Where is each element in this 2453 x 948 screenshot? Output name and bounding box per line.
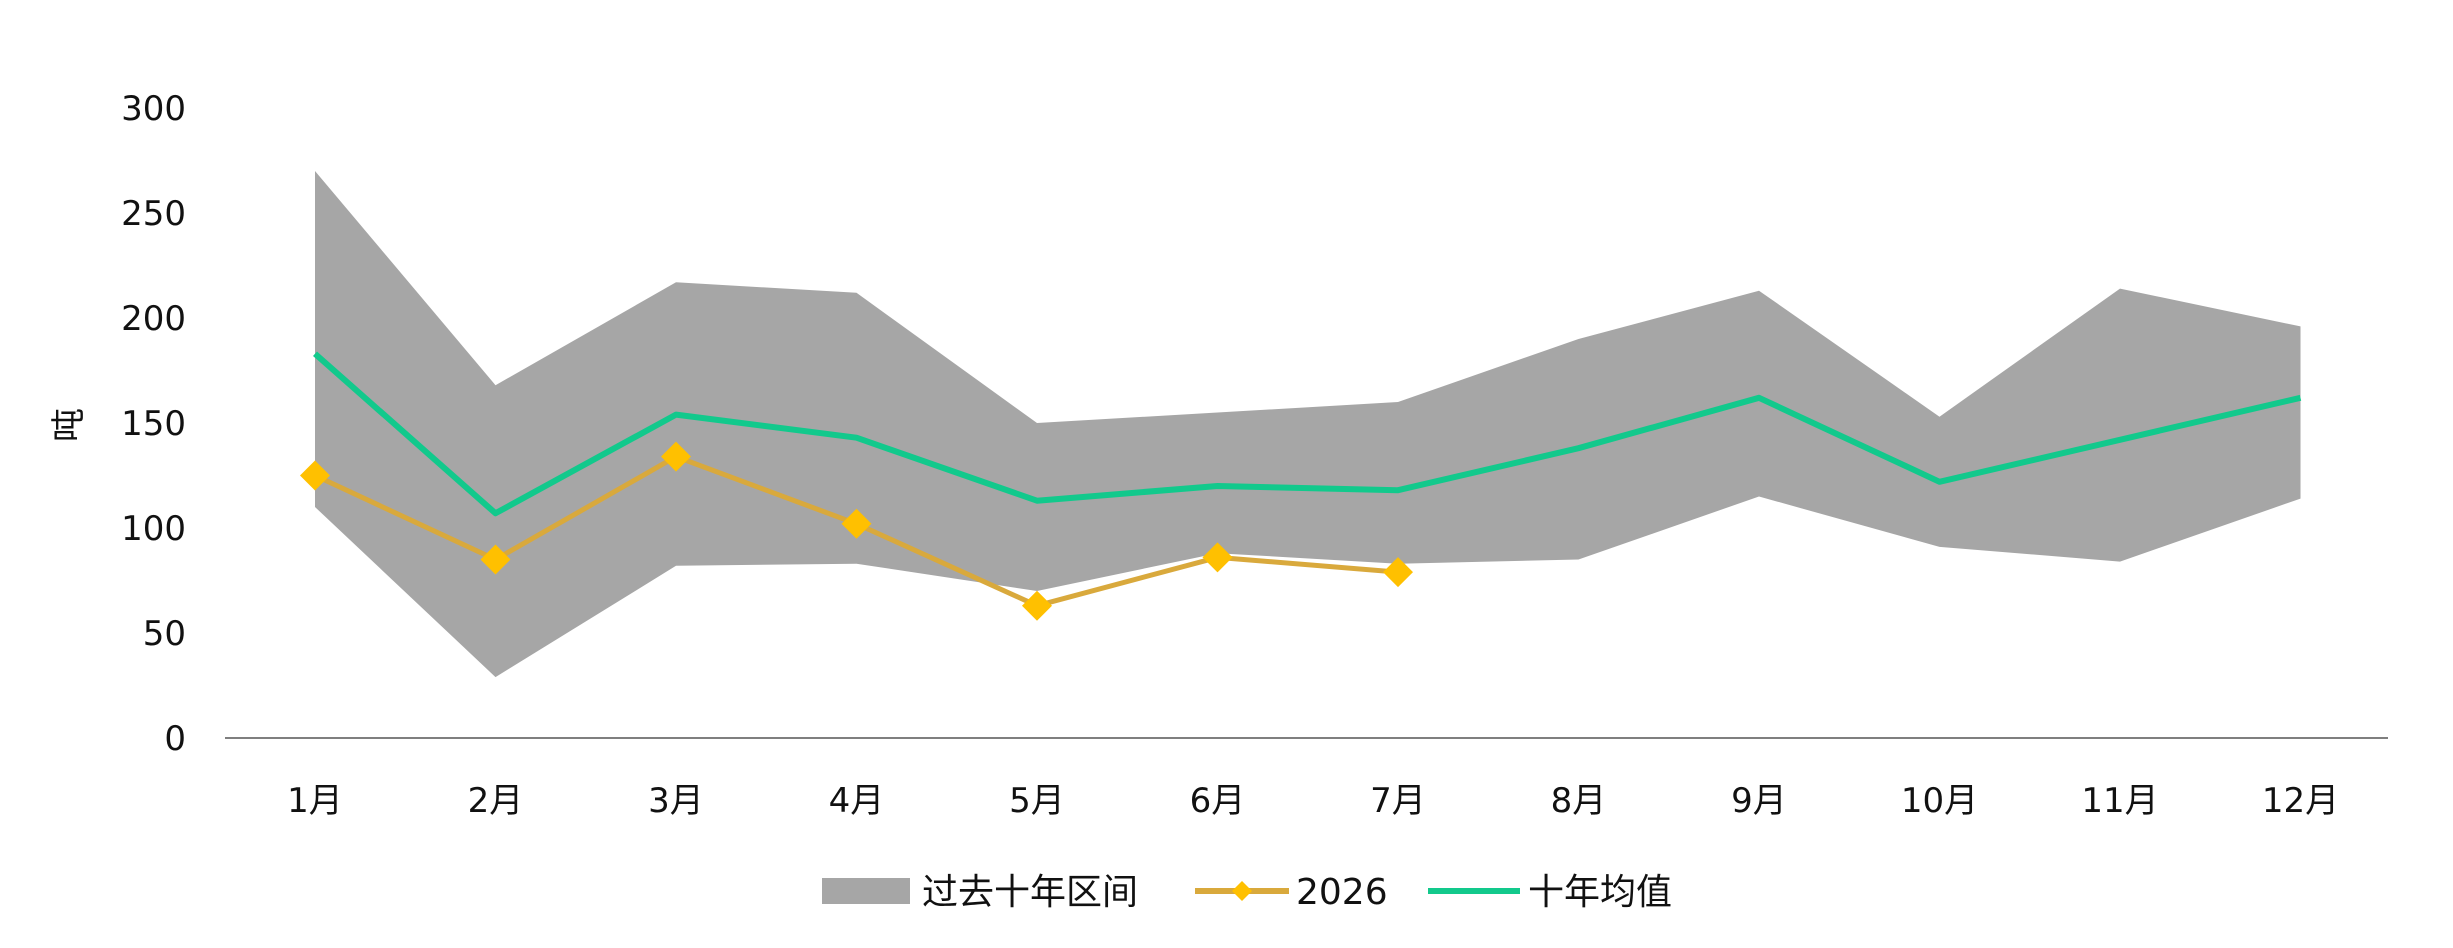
legend-swatch-band — [822, 878, 910, 904]
series-markers-2026 — [300, 441, 1413, 621]
x-tick-label: 1月 — [287, 781, 343, 821]
x-tick-label: 12月 — [2262, 781, 2339, 821]
y-tick-label: 300 — [121, 89, 186, 129]
marker-2026-7月 — [1383, 557, 1413, 588]
marker-2026-6月 — [1202, 542, 1233, 573]
x-tick-label: 3月 — [648, 781, 704, 821]
band-area-past-ten-years — [315, 171, 2301, 678]
marker-2026-3月 — [661, 441, 691, 472]
x-tick-label: 2月 — [468, 781, 524, 821]
y-tick-label: 250 — [121, 194, 186, 234]
legend: 过去十年区间 2026 十年均值 — [822, 872, 1672, 913]
x-axis-ticks: 1月 2月 3月 4月 5月 6月 7月 8月 9月 10月 11月 12月 — [287, 781, 2339, 821]
x-tick-label: 10月 — [1901, 781, 1978, 821]
y-axis-ticks: 0 50 100 150 200 250 300 — [121, 89, 186, 759]
y-tick-label: 200 — [121, 299, 186, 339]
y-tick-label: 100 — [121, 509, 186, 549]
legend-label-band: 过去十年区间 — [922, 872, 1138, 913]
x-tick-label: 7月 — [1370, 781, 1426, 821]
y-tick-label: 0 — [164, 719, 186, 759]
legend-label-ten-year-average: 十年均值 — [1528, 872, 1672, 913]
legend-label-2026: 2026 — [1296, 872, 1388, 913]
series-line-ten-year-average — [313, 351, 2302, 517]
marker-2026-4月 — [841, 508, 872, 539]
legend-marker-2026 — [1232, 881, 1252, 901]
x-tick-label: 5月 — [1009, 781, 1065, 821]
y-tick-label: 150 — [121, 404, 186, 444]
marker-2026-2月 — [480, 544, 511, 575]
x-tick-label: 11月 — [2081, 781, 2158, 821]
x-tick-label: 4月 — [829, 781, 885, 821]
plot-area — [225, 171, 2388, 739]
marker-2026-1月 — [300, 460, 330, 491]
x-tick-label: 9月 — [1731, 781, 1787, 821]
x-tick-label: 8月 — [1551, 781, 1607, 821]
y-tick-label: 50 — [143, 614, 186, 654]
marker-2026-5月 — [1022, 590, 1052, 621]
y-axis-title: 吨 — [49, 408, 89, 442]
x-tick-label: 6月 — [1190, 781, 1246, 821]
